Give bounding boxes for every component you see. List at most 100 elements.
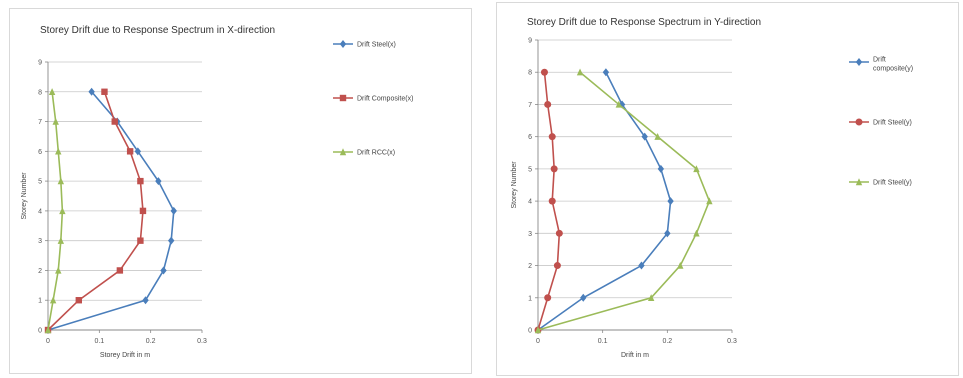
x-chart-y-tick-label: 7 <box>38 119 42 126</box>
y-chart-legend-marker <box>855 58 863 66</box>
chart-y-direction-svg: Storey Drift due to Response Spectrum in… <box>511 17 913 359</box>
y-chart-data-point <box>534 326 542 334</box>
x-chart-data-point <box>139 207 147 215</box>
y-chart-data-point <box>544 294 552 302</box>
y-chart-data-point <box>693 229 700 237</box>
y-chart-series-3 <box>534 68 713 334</box>
x-chart-y-tick-label: 5 <box>38 179 42 186</box>
x-chart-data-point <box>57 177 65 185</box>
x-chart-data-point <box>116 267 124 274</box>
y-chart-legend-label-line: composite(y) <box>873 66 913 73</box>
y-chart-data-point <box>580 293 587 302</box>
y-chart-y-tick-label: 3 <box>528 231 532 238</box>
y-chart-data-point <box>615 100 623 108</box>
x-chart-legend-label: Drift RCC(x) <box>357 150 395 157</box>
y-chart-y-tick-label: 8 <box>528 70 532 77</box>
y-chart-data-point <box>548 197 556 205</box>
y-chart-legend-label: Drift Steel(y) <box>873 120 912 127</box>
x-chart-data-point <box>134 147 142 156</box>
y-chart-data-point <box>544 100 552 108</box>
y-chart-legend-item-2: Drift Steel(y) <box>849 118 912 127</box>
y-chart-data-point <box>638 261 645 270</box>
x-chart-data-point <box>88 87 95 96</box>
x-chart-x-tick-label: 0 <box>46 338 50 345</box>
x-chart-data-point <box>137 237 144 244</box>
x-chart-y-tick-label: 9 <box>38 60 42 67</box>
y-chart-y-tick-label: 6 <box>528 134 532 141</box>
x-chart-legend-marker <box>339 94 347 102</box>
x-chart-data-point <box>48 88 56 95</box>
y-chart-data-point <box>550 165 558 173</box>
x-chart-y-tick-label: 0 <box>38 328 42 335</box>
x-chart-data-point <box>59 207 66 215</box>
y-chart-legend-label: Drift composite(y) <box>873 57 913 73</box>
x-chart-data-point <box>126 148 134 155</box>
y-chart-legend-marker <box>855 178 863 186</box>
y-chart-x-tick-label: 0.1 <box>598 338 608 345</box>
y-chart-chart-title: Storey Drift due to Response Spectrum in… <box>527 17 761 28</box>
y-chart-y-axis-title: Storey Number <box>511 161 518 209</box>
y-chart-data-point <box>693 165 700 173</box>
x-chart-legend-label: Drift Steel(x) <box>357 42 396 49</box>
x-chart-data-point <box>160 266 167 275</box>
y-chart-data-point <box>667 197 674 206</box>
x-chart-y-axis-title: Storey Number <box>21 172 28 220</box>
y-chart-legend-label: Drift Steel(y) <box>873 180 912 187</box>
y-chart-y-tick-label: 5 <box>528 166 532 173</box>
y-chart-data-point <box>576 68 584 76</box>
x-chart-y-tick-label: 6 <box>38 149 42 156</box>
y-chart-legend-item-1: Drift composite(y) <box>849 57 913 73</box>
x-chart-x-axis-title: Storey Drift in m <box>100 352 150 359</box>
x-chart-legend-marker <box>339 148 347 156</box>
y-chart-y-tick-label: 7 <box>528 102 532 109</box>
y-chart-y-tick-label: 1 <box>528 295 532 302</box>
y-chart-legend-label-line: Drift <box>873 57 886 64</box>
chart-panel-y-direction: Storey Drift due to Response Spectrum in… <box>496 2 959 376</box>
x-chart-data-point <box>111 118 118 125</box>
y-chart-data-point <box>553 262 561 270</box>
y-chart-data-point <box>647 294 655 301</box>
x-chart-data-point <box>44 326 52 334</box>
x-chart-y-tick-label: 1 <box>38 298 42 305</box>
x-chart-legend-label: Drift Composite(x) <box>357 96 413 103</box>
x-chart-data-point <box>52 117 59 125</box>
chart-panel-x-direction: Storey Drift due to Response Spectrum in… <box>9 8 472 374</box>
x-chart-data-point <box>57 236 65 244</box>
x-chart-data-point <box>49 296 57 304</box>
x-chart-legend-item-1: Drift Steel(x) <box>333 40 396 49</box>
x-chart-legend-item-2: Drift Composite(x) <box>333 94 413 103</box>
y-chart-legend-marker <box>855 118 863 126</box>
x-chart-y-tick-label: 8 <box>38 89 42 96</box>
y-chart-y-tick-label: 0 <box>528 328 532 335</box>
y-chart-y-tick-label: 9 <box>528 38 532 45</box>
y-chart-data-point <box>548 133 556 141</box>
x-chart-data-point <box>170 206 177 215</box>
x-chart-y-tick-label: 2 <box>38 268 42 275</box>
y-chart-data-point <box>555 229 563 237</box>
x-chart-x-tick-label: 0.2 <box>146 338 156 345</box>
chart-x-direction-svg: Storey Drift due to Response Spectrum in… <box>21 25 413 359</box>
x-chart-data-point <box>55 266 62 274</box>
x-chart-data-point <box>168 236 175 245</box>
x-chart-data-point <box>137 177 144 185</box>
x-chart-data-point <box>75 297 82 304</box>
y-chart-data-point <box>540 68 548 76</box>
y-chart-data-point <box>677 261 684 269</box>
x-chart-data-point <box>142 296 149 305</box>
x-chart-y-tick-label: 3 <box>38 238 42 245</box>
y-chart-data-point <box>706 197 713 205</box>
y-chart-y-tick-label: 4 <box>528 199 532 206</box>
y-chart-x-tick-label: 0 <box>536 338 540 345</box>
x-chart-data-point <box>55 147 62 155</box>
x-chart-series-3 <box>44 88 66 334</box>
x-chart-legend-item-3: Drift RCC(x) <box>333 148 395 157</box>
y-chart-x-tick-label: 0.3 <box>727 338 737 345</box>
y-chart-series-2 <box>534 68 563 334</box>
x-chart-x-tick-label: 0.1 <box>94 338 104 345</box>
y-chart-y-tick-label: 2 <box>528 263 532 270</box>
x-chart-data-point <box>155 177 162 186</box>
x-chart-x-tick-label: 0.3 <box>197 338 207 345</box>
y-chart-legend-item-3: Drift Steel(y) <box>849 178 912 187</box>
y-chart-x-axis-title: Drift in m <box>621 352 649 359</box>
x-chart-y-tick-label: 4 <box>38 208 42 215</box>
